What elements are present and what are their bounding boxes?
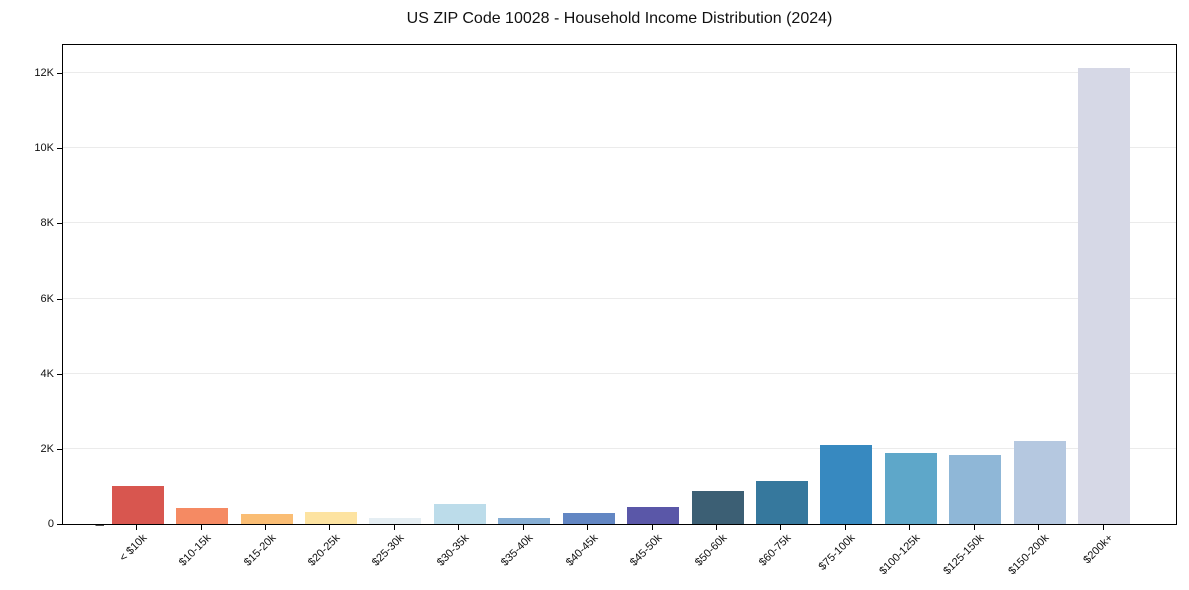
x-tick-label: $30-35k — [434, 532, 472, 569]
y-tick-label: 2K — [40, 442, 54, 455]
bar-100-125k — [884, 452, 937, 524]
x-tick-mark — [651, 525, 653, 530]
bar-15-20k — [240, 514, 293, 524]
chart-title: US ZIP Code 10028 - Household Income Dis… — [406, 10, 833, 27]
x-tick-mark — [909, 525, 911, 530]
x-tick-label: $40-45k — [563, 532, 601, 569]
x-tick-mark — [393, 525, 395, 530]
y-tick-label: 6K — [40, 292, 54, 305]
bar-10-15k — [176, 508, 229, 524]
bar-30-35k — [433, 504, 486, 524]
gridline — [63, 447, 1176, 449]
y-tick-mark — [57, 298, 62, 300]
plot-area — [62, 44, 1177, 525]
x-tick-mark — [522, 525, 524, 530]
y-tick-label: 10K — [34, 142, 54, 155]
x-tick-label: $10-15k — [177, 532, 214, 569]
bar-75-100k — [820, 445, 873, 524]
x-tick-label: $45-50k — [627, 532, 665, 569]
x-tick-label: $50-60k — [692, 532, 730, 569]
y-tick-mark — [57, 448, 62, 450]
gridline — [63, 297, 1176, 299]
y-tick-mark — [57, 524, 62, 525]
x-tick-mark — [200, 525, 202, 530]
bar-125-150k — [949, 454, 1002, 524]
x-tick-label: $35-40k — [499, 532, 536, 569]
x-tick-label: $125-150k — [941, 532, 987, 578]
y-tick-label: 0 — [47, 518, 54, 530]
y-tick-mark — [57, 223, 62, 225]
y-tick-mark — [57, 373, 62, 375]
x-tick-mark — [973, 525, 975, 530]
y-tick-mark — [57, 148, 62, 150]
gridline — [63, 147, 1176, 149]
y-tick-label: 8K — [40, 217, 54, 230]
gridline — [63, 372, 1176, 374]
x-tick-mark — [780, 525, 782, 530]
x-tick-label: $150-200k — [1005, 532, 1052, 578]
bar-20-25k — [304, 511, 357, 524]
bar-150-200k — [1013, 441, 1066, 524]
x-tick-label: $15-20k — [241, 532, 279, 569]
bar-40-45k — [562, 513, 615, 524]
x-tick-mark — [136, 525, 138, 530]
x-tick-mark — [844, 525, 846, 530]
x-tick-mark — [265, 525, 267, 530]
x-tick-mark — [1038, 525, 1040, 530]
bar-45-50k — [627, 507, 680, 524]
bar-25-30k — [369, 518, 422, 524]
y-tick-label: 4K — [40, 367, 54, 380]
x-tick-label: $200k+ — [1081, 532, 1116, 567]
x-tick-label: $100-125k — [877, 532, 923, 578]
gridline — [63, 72, 1176, 74]
x-tick-label: $25-30k — [370, 532, 407, 569]
x-tick-mark — [716, 525, 718, 530]
gridline — [63, 222, 1176, 224]
bar-60-75k — [755, 480, 808, 524]
y-tick-mark — [57, 73, 62, 75]
x-tick-mark — [458, 525, 460, 530]
x-tick-mark — [587, 525, 589, 530]
bar-10k — [111, 486, 164, 524]
y-tick-label: 12K — [34, 67, 54, 80]
x-tick-mark — [1102, 525, 1104, 530]
x-tick-mark — [329, 525, 331, 530]
bar-35-40k — [498, 517, 551, 524]
x-tick-label: $75-100k — [816, 532, 858, 573]
x-tick-label: $60-75k — [756, 532, 794, 569]
x-tick-label: < $10k — [117, 532, 150, 565]
bar-200k — [1078, 67, 1131, 524]
bar-50-60k — [691, 491, 744, 524]
x-tick-label: $20-25k — [305, 532, 343, 569]
